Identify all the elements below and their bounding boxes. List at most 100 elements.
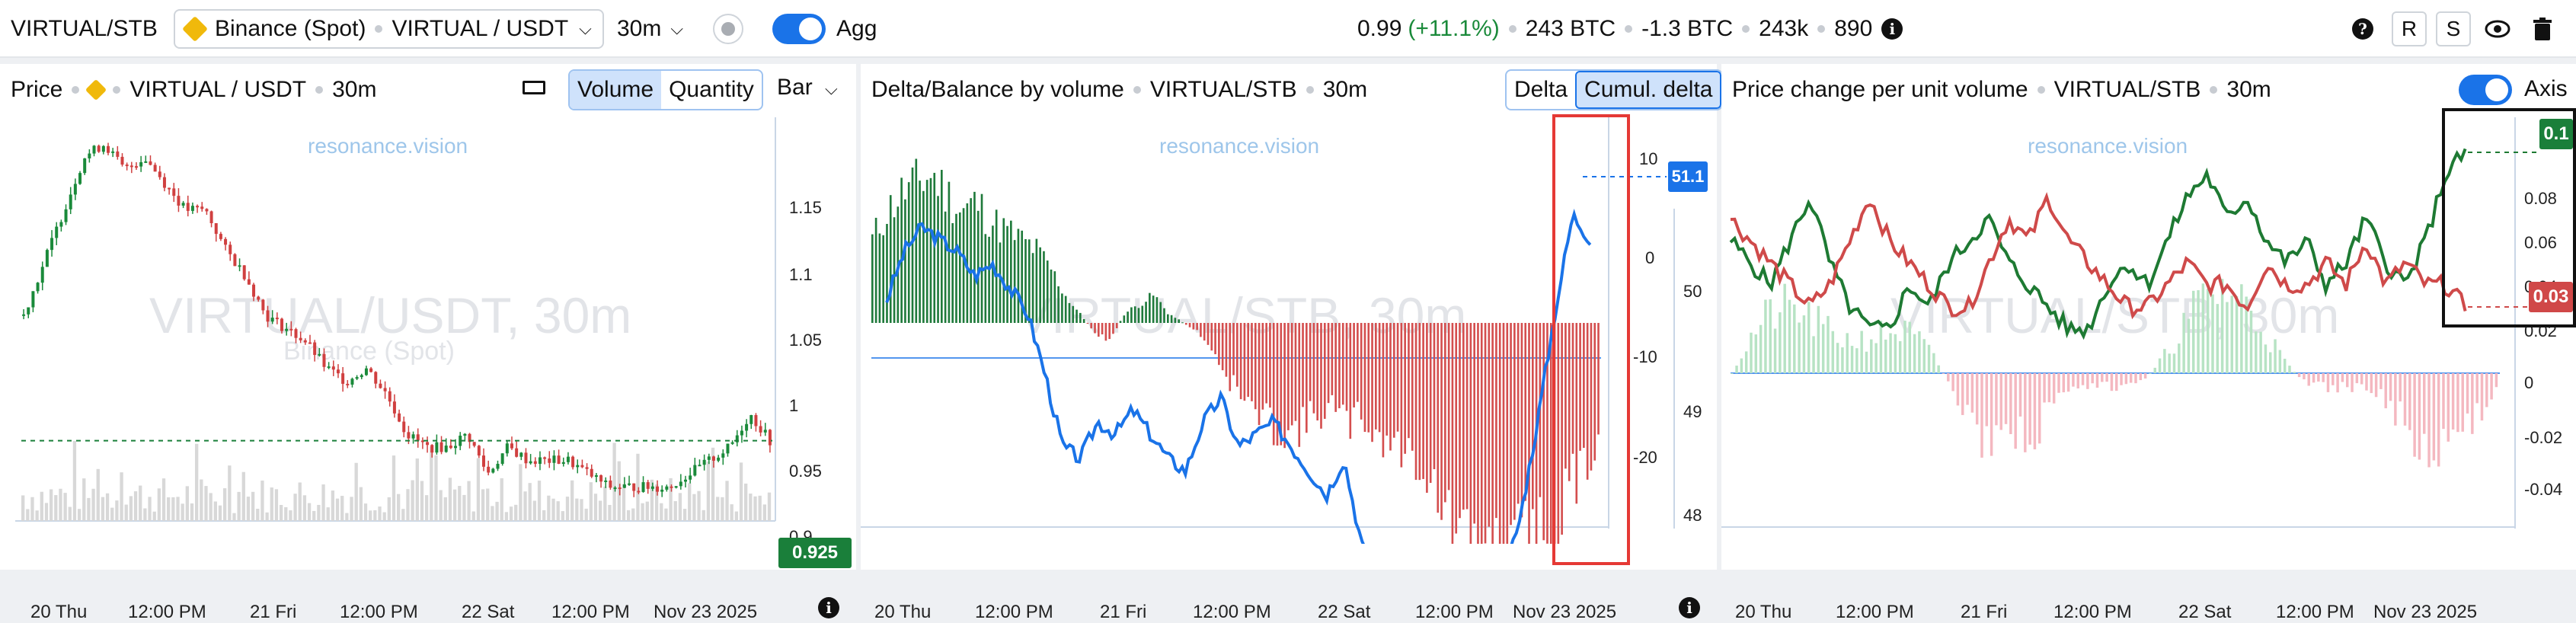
ppv-volume-bar	[1860, 331, 1863, 373]
delta-bar	[1115, 323, 1118, 328]
candle-body	[308, 342, 312, 344]
tab-quantity[interactable]: Quantity	[669, 77, 754, 102]
ppv-chart[interactable]	[1721, 117, 2576, 544]
timeframe-value: 30m	[617, 16, 662, 41]
candle-body	[177, 196, 181, 206]
record-button[interactable]	[713, 0, 743, 58]
exchange-selector[interactable]: Binance (Spot) VIRTUAL / USDT ⌵	[174, 9, 604, 49]
axis-toggle[interactable]	[2459, 75, 2512, 105]
candle-body	[149, 161, 152, 165]
volume-bar	[739, 462, 743, 521]
ppv-volume-bar	[2101, 373, 2104, 382]
agg-toggle[interactable]	[772, 14, 826, 44]
delta-bar	[1280, 323, 1283, 446]
delta-bar	[1327, 323, 1330, 404]
delta-bar	[1491, 323, 1494, 544]
volume-bar	[532, 500, 537, 521]
volume-bar	[218, 505, 222, 521]
chart-type-selector[interactable]: Bar ⌵	[777, 75, 838, 101]
ppv-volume-bar	[2226, 302, 2229, 373]
candle-body	[233, 254, 237, 267]
volume-bar	[228, 465, 232, 521]
binance-icon	[85, 78, 107, 101]
delta-bar	[1079, 312, 1082, 323]
volume-bar	[204, 486, 208, 521]
ppv-volume-bar	[2332, 373, 2335, 385]
timeframe-selector[interactable]: 30m ⌵	[617, 0, 683, 58]
info-icon[interactable]: i	[1881, 18, 1903, 40]
panel-title: Price	[11, 77, 63, 102]
delta-bar	[948, 181, 951, 323]
ppv-volume-bar	[2033, 373, 2037, 449]
delta-bar	[1200, 323, 1202, 337]
candle-body	[153, 165, 157, 172]
volume-bar	[706, 461, 711, 521]
candle-body	[294, 329, 298, 338]
volume-bar	[424, 495, 429, 521]
volume-bar	[682, 509, 687, 521]
volume-bar	[265, 512, 269, 521]
candle-body	[341, 373, 345, 384]
volume-bar	[711, 447, 715, 521]
volume-bar	[500, 478, 503, 521]
delta-bar	[1272, 323, 1275, 446]
volume-bar	[115, 500, 119, 521]
delta-bar	[933, 172, 936, 323]
volume-bar	[209, 493, 213, 521]
x-tick: Nov 23 2025	[2373, 602, 2478, 622]
volume-bar	[378, 506, 382, 521]
price-chart[interactable]	[0, 117, 856, 544]
tab-delta[interactable]: Delta	[1514, 77, 1568, 102]
tab-cumul-delta[interactable]: Cumul. delta	[1575, 71, 1722, 109]
candle-body	[496, 464, 500, 469]
ruler-icon[interactable]	[523, 81, 545, 94]
delta-bar	[1502, 323, 1505, 544]
ppv-volume-bar	[2442, 373, 2445, 430]
delta-bar	[925, 180, 928, 323]
ppv-volume-bar	[1735, 366, 1738, 373]
info-icon[interactable]: i	[818, 597, 839, 618]
candle-body	[650, 486, 654, 489]
trash-icon[interactable]	[2533, 0, 2552, 58]
candle-body	[491, 468, 495, 473]
volume-bar	[241, 471, 245, 521]
delta-bar	[929, 177, 932, 323]
y-tick: -20	[1633, 448, 1657, 467]
delta-chart[interactable]	[861, 117, 1717, 544]
delta-bar	[1385, 323, 1389, 436]
volume-bar	[556, 501, 560, 521]
ppv-volume-bar	[1817, 305, 1820, 373]
volume-bar	[622, 484, 626, 521]
ppv-volume-bar	[2461, 373, 2464, 432]
candle-body	[383, 388, 387, 391]
delta-bar	[1119, 321, 1122, 323]
delta-bar	[1306, 323, 1308, 433]
delta-bar	[1236, 323, 1238, 387]
delta-bar	[1345, 323, 1348, 411]
delta-bar	[1517, 323, 1520, 504]
x-tick: 12:00 PM	[2053, 602, 2132, 622]
candle-body	[209, 211, 213, 224]
ppv-volume-bar	[2197, 290, 2200, 373]
eye-icon[interactable]	[2485, 0, 2510, 58]
help-icon[interactable]: ?	[2352, 18, 2373, 40]
delta-bar	[944, 211, 947, 323]
delta-bar	[1068, 302, 1071, 323]
s-button[interactable]: S	[2436, 11, 2471, 46]
r-button[interactable]: R	[2392, 11, 2427, 46]
delta-bar	[1221, 323, 1224, 371]
volume-bar	[284, 506, 288, 521]
delta-bar	[1214, 323, 1216, 355]
volume-bar	[133, 491, 138, 521]
volume-bar	[514, 504, 518, 521]
info-icon[interactable]: i	[1679, 597, 1700, 618]
tab-volume[interactable]: Volume	[570, 71, 662, 109]
delta-bar	[1338, 323, 1341, 409]
volume-bar	[434, 455, 438, 521]
candle-body	[411, 434, 415, 439]
candle-body	[181, 203, 185, 206]
candle-body	[576, 465, 580, 468]
pair-title[interactable]: VIRTUAL/STB	[11, 16, 158, 41]
price-panel: Price VIRTUAL / USDT 30m Volume Quantity…	[0, 64, 856, 622]
volume-bar	[143, 508, 147, 521]
